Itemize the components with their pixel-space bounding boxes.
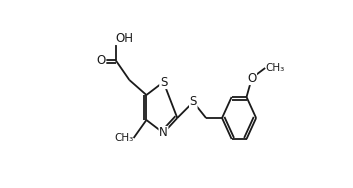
- Text: S: S: [160, 76, 167, 89]
- Text: CH₃: CH₃: [265, 63, 285, 73]
- Text: N: N: [159, 127, 168, 139]
- Text: CH₃: CH₃: [114, 133, 134, 143]
- Text: O: O: [247, 71, 257, 84]
- Text: OH: OH: [115, 32, 133, 45]
- Text: S: S: [190, 96, 197, 108]
- Text: O: O: [96, 54, 106, 67]
